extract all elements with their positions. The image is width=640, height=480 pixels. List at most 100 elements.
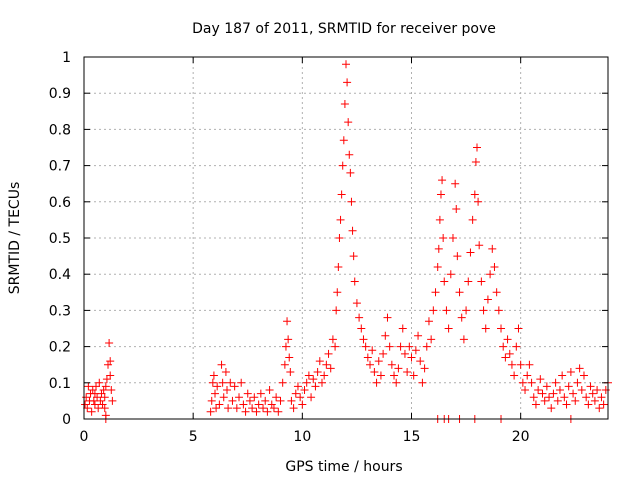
data-point (597, 393, 606, 402)
data-point (448, 234, 457, 242)
data-point (241, 407, 250, 416)
data-point (298, 400, 307, 409)
data-point (217, 360, 226, 369)
data-point (383, 313, 392, 322)
data-point (452, 205, 461, 214)
data-point (394, 364, 403, 373)
data-point (284, 335, 293, 344)
data-point (433, 262, 442, 271)
data-point (265, 386, 274, 395)
y-tick-label: 0.2 (49, 340, 71, 356)
data-point (420, 364, 429, 373)
data-point (453, 252, 462, 261)
data-point (95, 378, 104, 387)
data-point (243, 389, 252, 398)
data-point (588, 389, 597, 398)
data-point (320, 371, 329, 380)
data-point (468, 215, 477, 224)
data-point (390, 371, 399, 380)
data-point (464, 277, 473, 286)
data-point (224, 404, 233, 413)
data-point (584, 400, 593, 409)
data-point (560, 393, 569, 402)
y-tick-label: 0.7 (49, 159, 71, 175)
data-point (392, 378, 401, 387)
data-point (348, 226, 357, 235)
data-point (483, 295, 492, 304)
data-point (344, 118, 353, 127)
data-point (211, 389, 219, 398)
data-point (311, 382, 320, 391)
data-point (322, 360, 331, 369)
data-point (368, 346, 377, 355)
chart-title: Day 187 of 2011, SRMTID for receiver pov… (192, 21, 496, 37)
data-point (525, 360, 534, 369)
data-point (569, 389, 578, 398)
y-tick-label: 0.1 (49, 376, 71, 392)
data-point (400, 349, 409, 358)
data-point (396, 342, 405, 351)
data-point (248, 404, 257, 413)
data-point (599, 400, 608, 409)
data-point (107, 386, 116, 395)
data-point (536, 375, 545, 384)
data-point (90, 400, 99, 409)
data-point (499, 342, 508, 351)
data-point (503, 335, 512, 344)
y-tick-label: 0.5 (49, 231, 71, 247)
data-point (422, 342, 431, 351)
data-point (512, 342, 521, 351)
data-point (108, 396, 117, 405)
data-point (403, 367, 412, 376)
data-point (235, 393, 244, 402)
data-point (514, 324, 523, 333)
data-point (280, 360, 289, 369)
data-point (523, 371, 532, 380)
data-point (337, 190, 346, 199)
data-point (372, 378, 381, 387)
data-point (407, 353, 416, 362)
data-point (106, 357, 115, 366)
data-point (100, 404, 109, 413)
data-point (228, 396, 237, 405)
data-point (555, 386, 564, 395)
data-point (438, 176, 447, 185)
data-point (575, 364, 584, 373)
data-point (221, 367, 230, 376)
data-point (542, 382, 551, 391)
data-point (531, 400, 540, 409)
data-point (374, 357, 383, 366)
data-point (286, 367, 295, 376)
data-point (98, 400, 107, 409)
y-tick-label: 0.6 (49, 195, 71, 211)
data-point (573, 378, 582, 387)
data-point (219, 393, 228, 402)
data-point (104, 360, 113, 369)
data-point (87, 407, 96, 416)
data-point (551, 378, 560, 387)
data-point (518, 378, 527, 387)
data-point (370, 367, 379, 376)
data-point (376, 371, 385, 380)
data-point (215, 400, 224, 409)
data-point (263, 407, 272, 416)
data-point (457, 313, 466, 322)
data-point (293, 382, 302, 391)
data-point (92, 382, 101, 391)
data-point (230, 382, 239, 391)
data-point (355, 313, 364, 322)
data-point (416, 357, 425, 366)
data-point (212, 404, 221, 413)
data-point (256, 389, 265, 398)
data-point (289, 404, 298, 413)
data-point (385, 342, 394, 351)
data-point (593, 386, 602, 395)
data-point (488, 244, 497, 253)
data-point (436, 190, 445, 199)
y-tick-label: 0.8 (49, 122, 71, 138)
data-point (352, 299, 361, 308)
data-point (501, 353, 510, 362)
data-point (283, 317, 292, 326)
data-point (333, 288, 342, 297)
data-point (361, 342, 370, 351)
